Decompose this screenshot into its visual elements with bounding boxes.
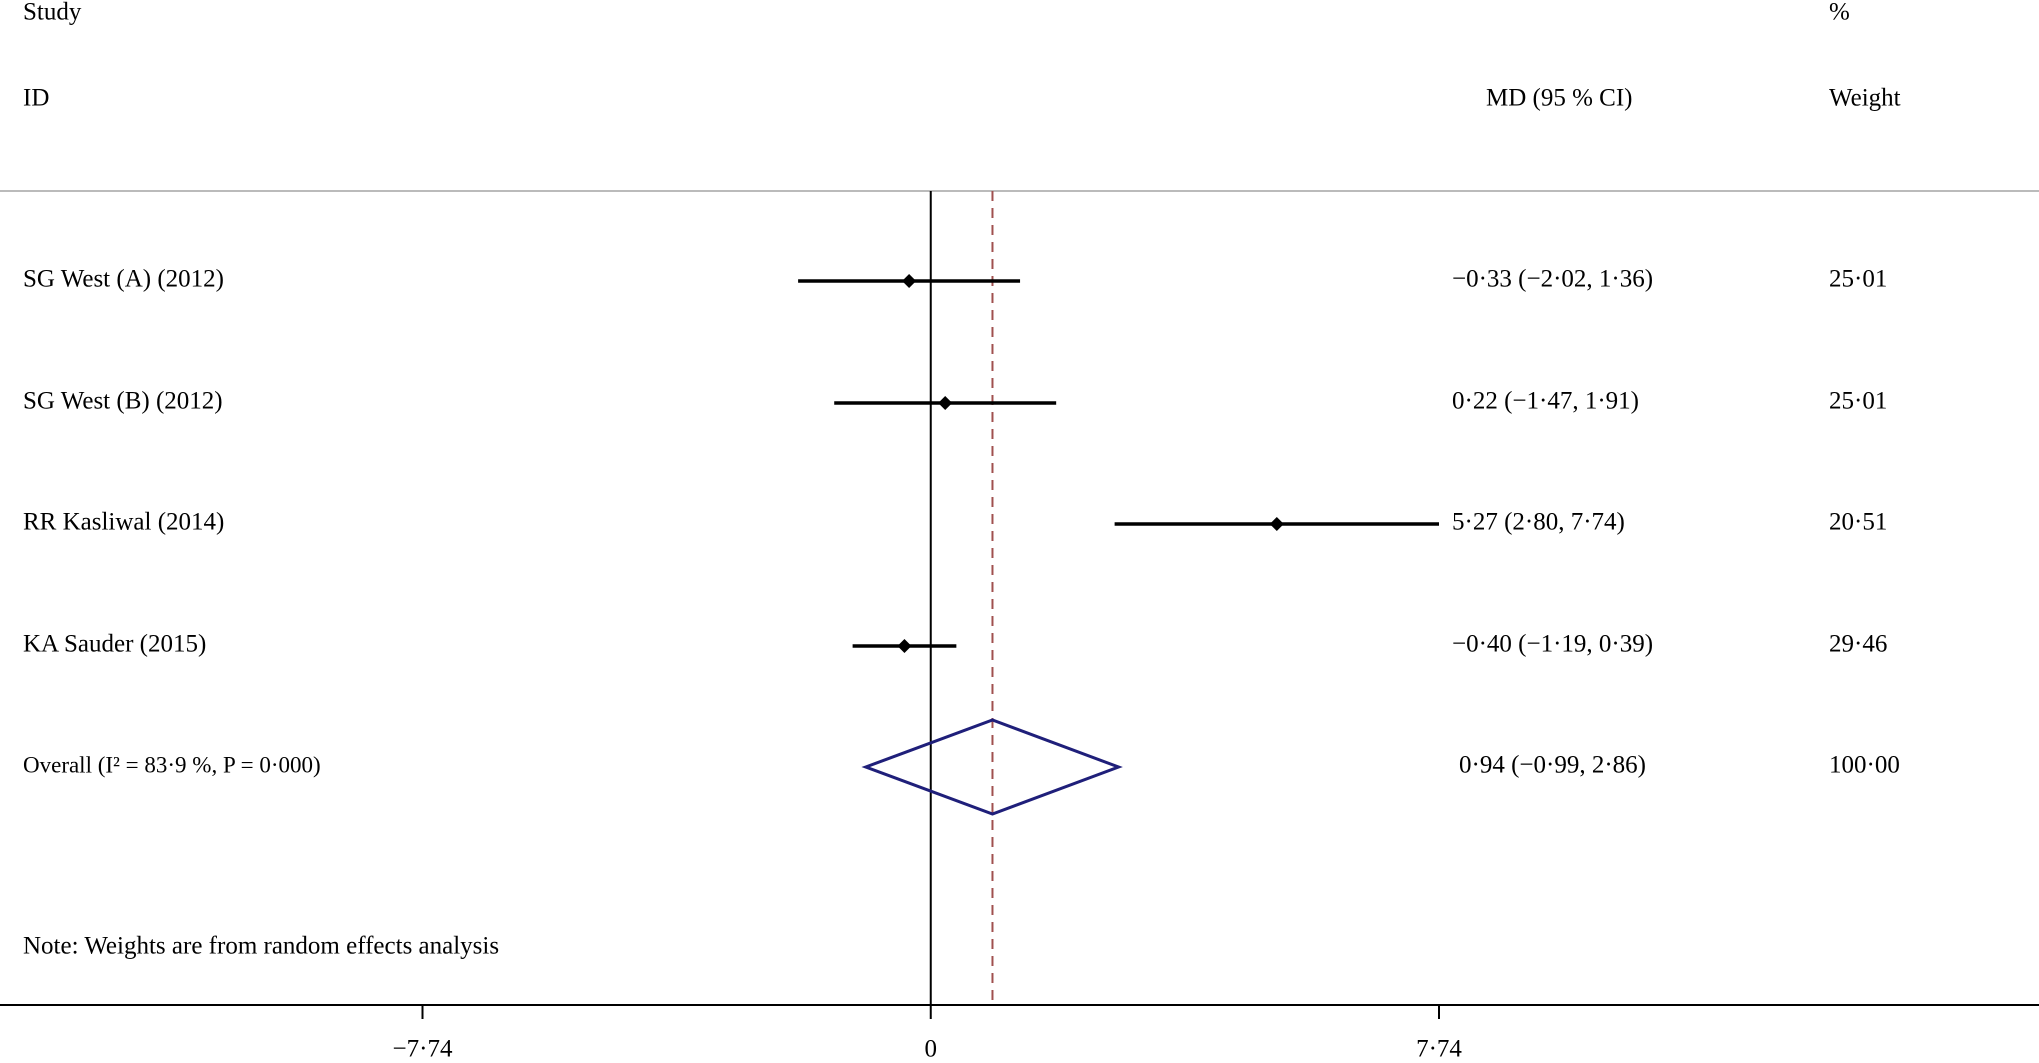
study-label: RR Kasliwal (2014): [23, 509, 224, 536]
weight-label: 20·51: [1829, 509, 1887, 536]
header-id: ID: [23, 85, 49, 112]
weight-label: 25·01: [1829, 388, 1887, 415]
overall-diamond: [861, 718, 1123, 816]
study-label: KA Sauder (2015): [23, 631, 206, 658]
header-weight: Weight: [1829, 85, 1901, 112]
effect-label: −0·40 (−1·19, 0·39): [1452, 631, 1653, 658]
header-study: Study: [23, 0, 82, 26]
weight-label: 29·46: [1829, 631, 1887, 658]
overall-effect-label: 0·94 (−0·99, 2·86): [1459, 752, 1646, 779]
effect-label: 0·22 (−1·47, 1·91): [1452, 388, 1639, 415]
effect-label: −0·33 (−2·02, 1·36): [1452, 266, 1653, 293]
x-tick-label: 0: [925, 1036, 938, 1063]
effect-label: 5·27 (2·80, 7·74): [1452, 509, 1625, 536]
overall-label: Overall (I² = 83·9 %, P = 0·000): [23, 752, 321, 777]
study-label: SG West (A) (2012): [23, 266, 224, 293]
header-effect: MD (95 % CI): [1486, 85, 1633, 112]
point-estimate: [902, 274, 917, 288]
x-tick-label: −7·74: [393, 1036, 453, 1063]
study-label: SG West (B) (2012): [23, 388, 223, 415]
point-estimate: [938, 396, 953, 410]
point-estimate: [1269, 517, 1284, 531]
note: Note: Weights are from random effects an…: [23, 933, 499, 960]
overall-weight-label: 100·00: [1829, 752, 1900, 779]
point-estimate: [897, 639, 912, 653]
weight-label: 25·01: [1829, 266, 1887, 293]
header-percent: %: [1829, 0, 1850, 26]
x-tick-label: 7·74: [1416, 1036, 1462, 1063]
